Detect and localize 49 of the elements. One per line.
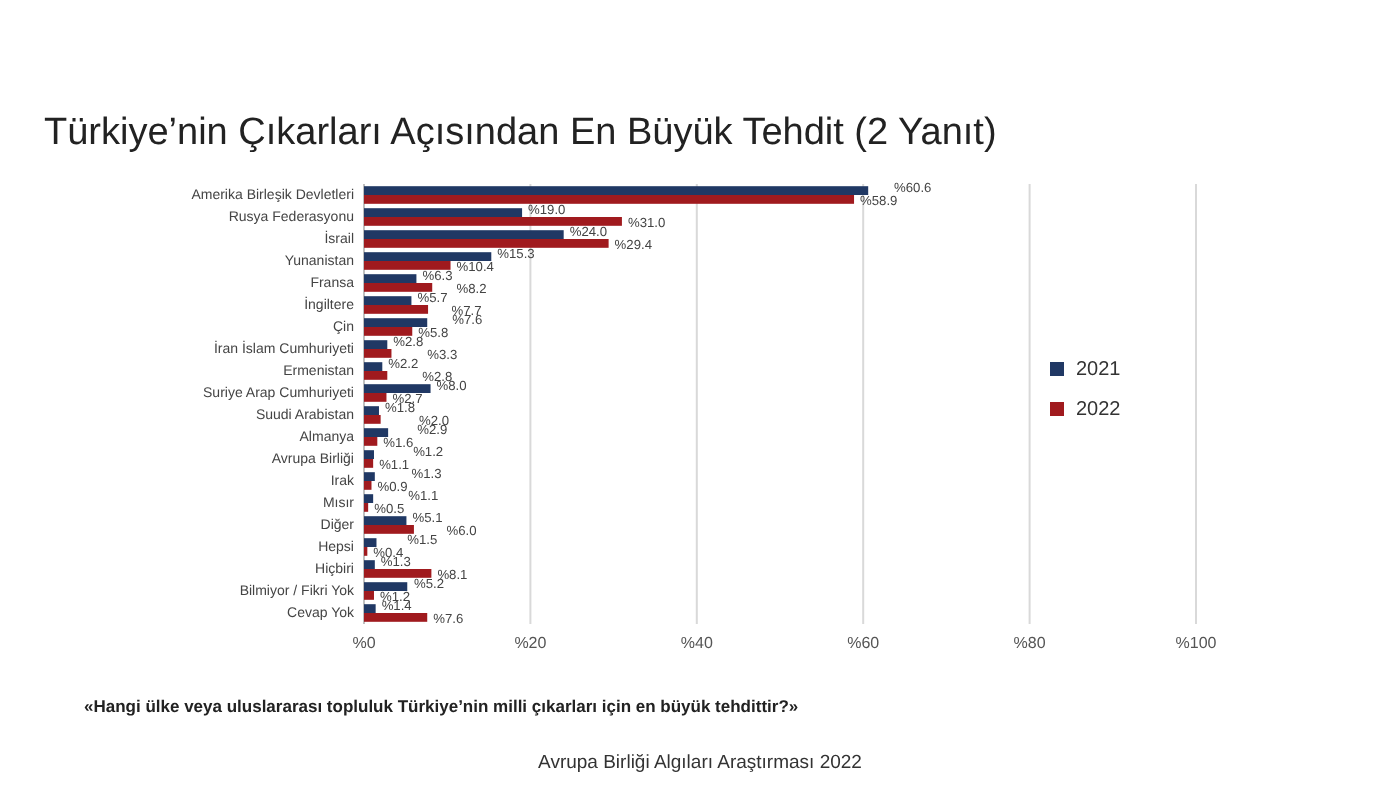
bar: [364, 560, 375, 569]
bar: [364, 362, 383, 371]
bar: [364, 195, 855, 204]
bar: [364, 591, 374, 600]
bar: [364, 604, 376, 613]
x-tick-label: %100: [1175, 634, 1218, 652]
bar: [364, 230, 564, 239]
bar: [364, 428, 389, 437]
x-tick-label: %20: [514, 634, 548, 652]
text: «Hangi ülke veya uluslararası topluluk Türkiye’nin milli çıkarları için en büyük tehdittir?»: [84, 696, 799, 716]
bar: [364, 406, 379, 415]
bar: [364, 582, 408, 591]
bar: [364, 349, 392, 358]
bar: [364, 481, 372, 490]
bar: [364, 318, 428, 327]
bar: [364, 217, 622, 226]
x-tick-label: %80: [1013, 634, 1047, 652]
bar: [364, 538, 377, 547]
bar: [364, 208, 523, 217]
bar: [364, 340, 388, 349]
bar: [364, 437, 378, 446]
legend-label: 2021: [1076, 359, 1122, 382]
x-tick-label: %40: [680, 634, 714, 652]
bar: [364, 613, 428, 622]
bar: [364, 450, 374, 459]
bar: [364, 472, 375, 481]
bar: [364, 296, 412, 305]
bar: [364, 371, 388, 380]
bar: [364, 393, 387, 402]
bar: [364, 261, 451, 270]
text: Avrupa Birliği Algıları Araştırması 2022: [538, 752, 862, 774]
bar: [364, 274, 417, 283]
bar: [364, 186, 869, 195]
x-tick-label: %0: [352, 634, 377, 652]
bar: [364, 384, 431, 393]
bar: [364, 525, 414, 534]
bar: [364, 516, 407, 525]
bar: [364, 252, 492, 261]
chart-title: Türkiye’nin Çıkarları Açısından En Büyük Tehdit (2 Yanıt): [44, 112, 997, 154]
bar: [364, 459, 374, 468]
legend-label: 2022: [1076, 399, 1122, 422]
bar: [364, 283, 433, 292]
x-tick-label: %60: [847, 634, 881, 652]
bar: [364, 305, 429, 314]
bar: [364, 494, 374, 503]
bar: [364, 569, 432, 578]
bar: [364, 415, 381, 424]
bar: [364, 239, 609, 248]
bar: [364, 327, 413, 336]
